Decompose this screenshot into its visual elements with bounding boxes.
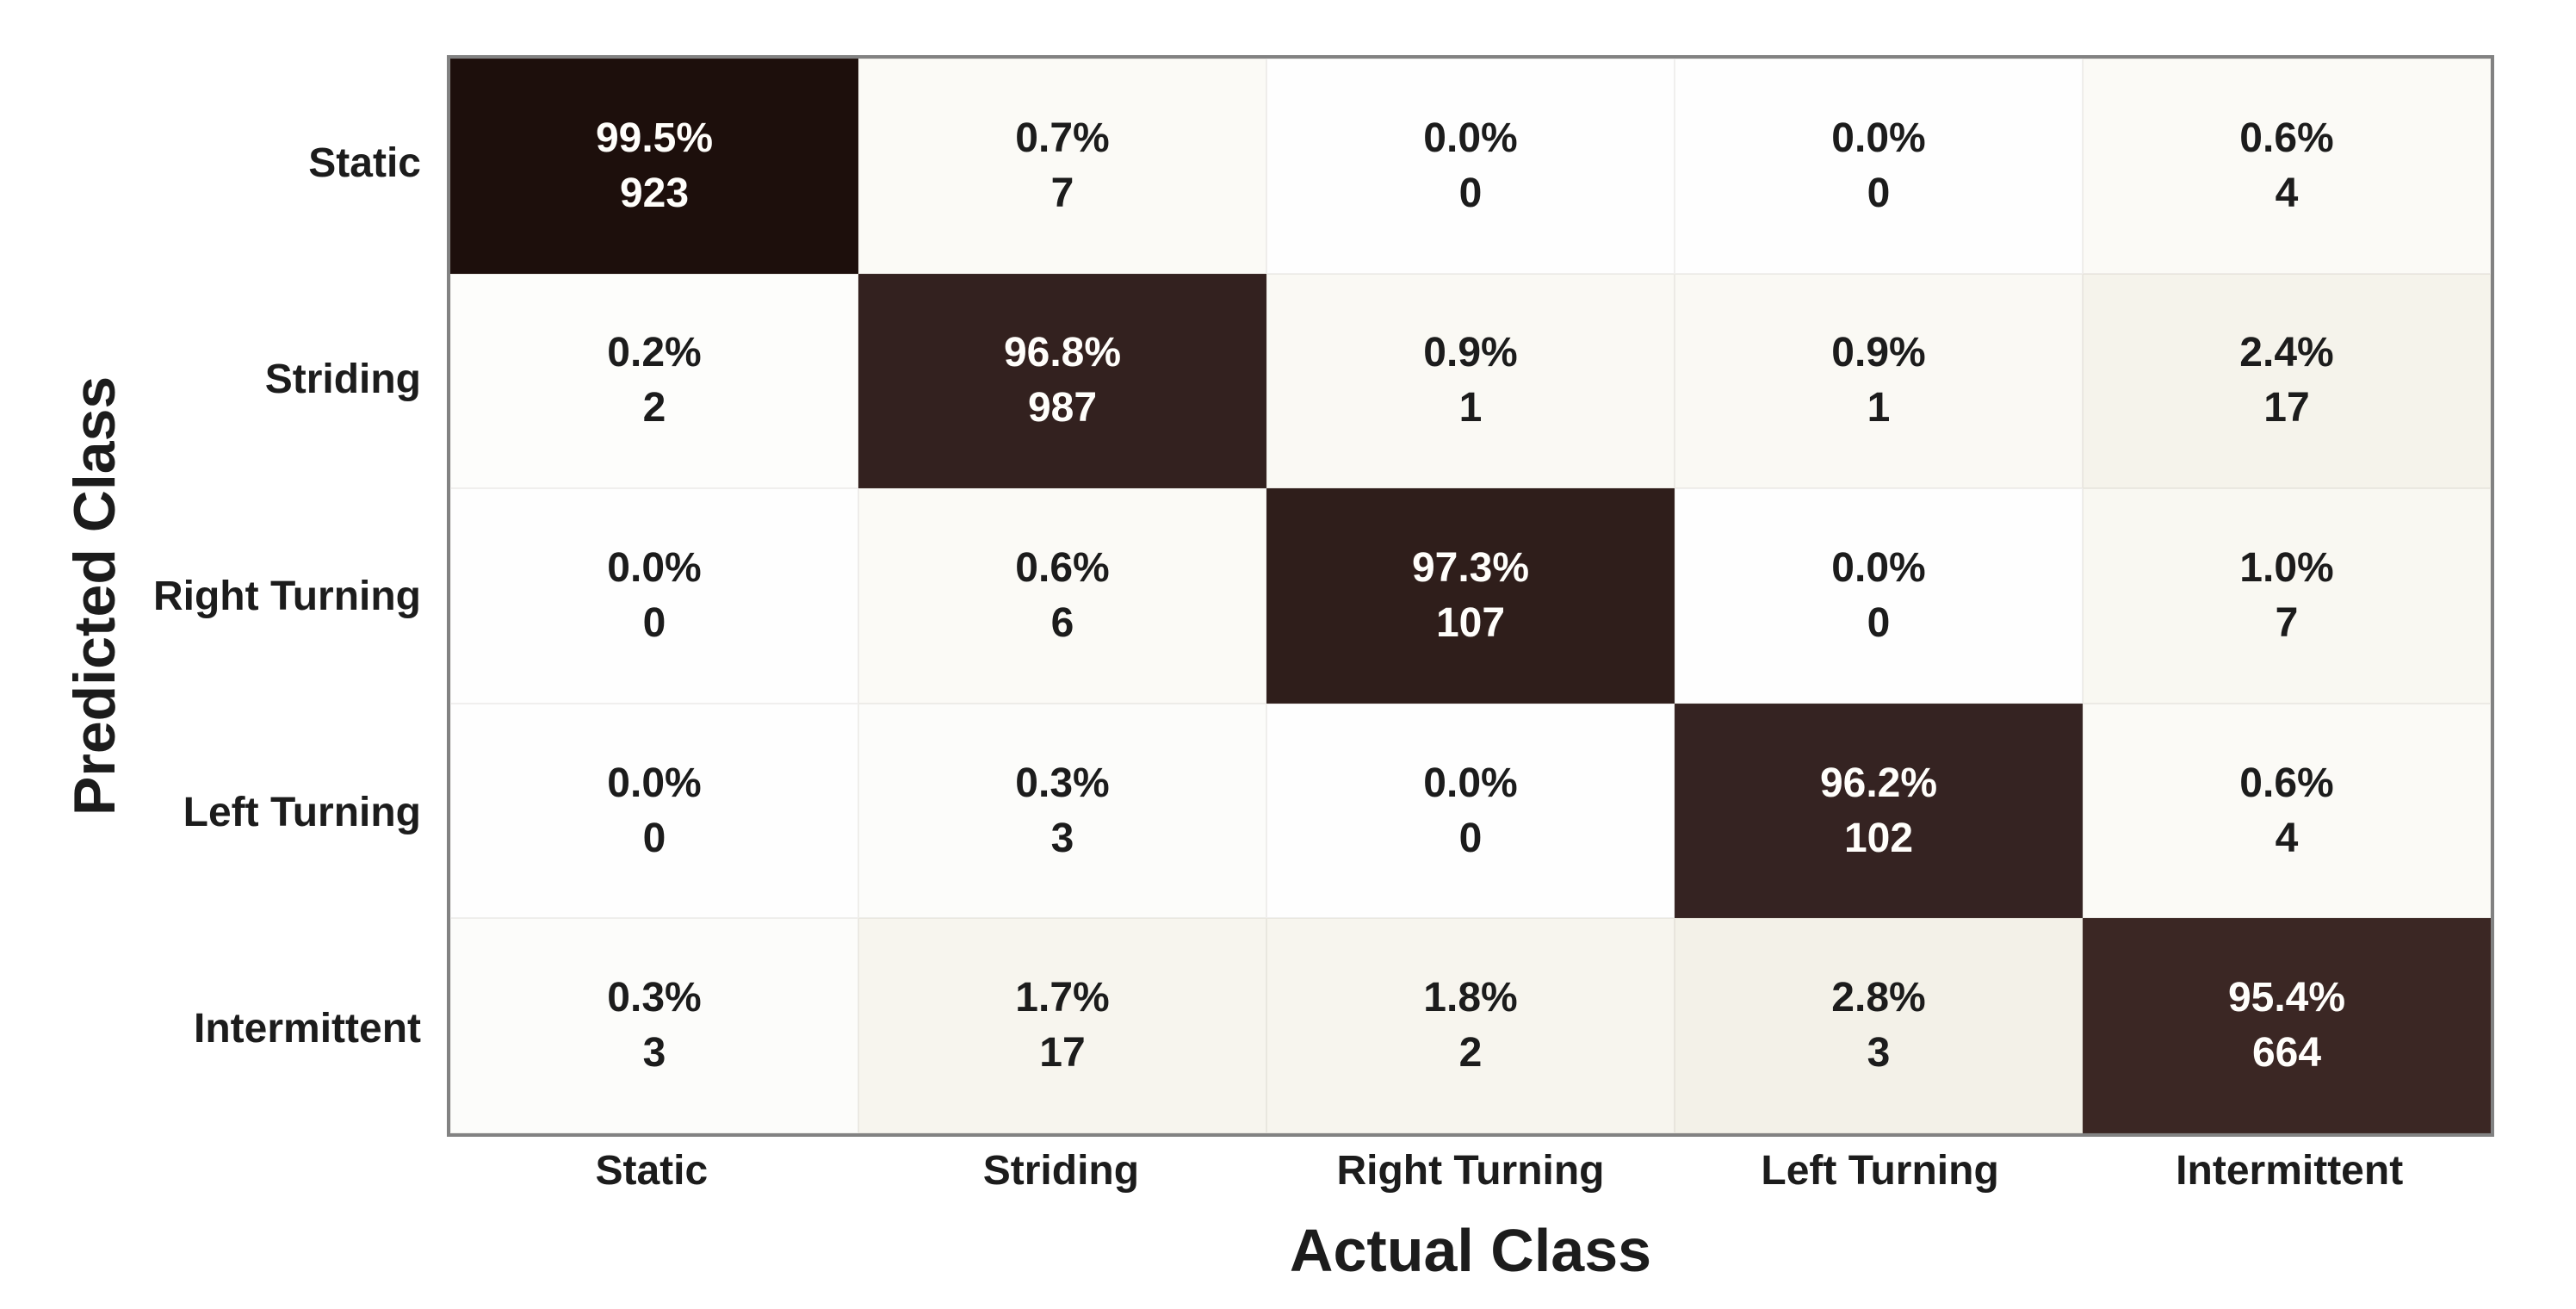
y-tick-label: Striding [264,357,421,403]
cell-count: 4 [2275,170,2299,216]
y-tick-label: Intermittent [194,1005,421,1052]
matrix-cell: 0.0% 0 [1266,59,1675,274]
matrix-cell: 1.8% 2 [1266,918,1675,1133]
matrix-cell: 97.3% 107 [1266,488,1675,704]
cell-percent: 0.6% [2239,760,2334,806]
cell-count: 1 [1458,385,1483,431]
x-tick-label: Intermittent [2176,1148,2404,1194]
cell-percent: 0.0% [1423,760,1518,806]
x-tick-label: Static [595,1148,709,1194]
matrix-cell: 0.6% 4 [2083,59,2491,274]
cell-count: 923 [619,170,690,216]
x-axis-title: Actual Class [1289,1217,1652,1284]
cell-count: 3 [1050,815,1074,861]
y-tick-label: Static [308,140,421,187]
cell-count: 0 [1458,815,1483,861]
cell-count: 6 [1050,599,1074,646]
y-tick-label: Right Turning [152,573,421,619]
cell-count: 0 [1458,170,1483,216]
cell-count: 2 [642,385,666,431]
matrix-cell: 0.3% 3 [858,703,1266,919]
cell-percent: 0.0% [1423,115,1518,161]
matrix-cell: 2.4% 17 [2083,273,2491,489]
matrix-cell: 96.2% 102 [1675,703,2083,919]
cell-percent: 0.3% [607,975,702,1021]
matrix-cell: 0.7% 7 [858,59,1266,274]
cell-count: 987 [1027,385,1098,431]
matrix-cell: 0.0% 0 [450,703,858,919]
cell-percent: 99.5% [595,115,714,161]
cell-percent: 0.7% [1015,115,1110,161]
matrix-cell: 1.7% 17 [858,918,1266,1133]
matrix-cell: 95.4% 664 [2083,918,2491,1133]
cell-count: 7 [1050,170,1074,216]
matrix-cell: 0.0% 0 [450,488,858,704]
cell-percent: 95.4% [2227,975,2346,1021]
cell-count: 0 [1867,599,1891,646]
matrix-cell: 0.6% 6 [858,488,1266,704]
matrix-cell: 0.6% 4 [2083,703,2491,919]
cell-percent: 96.2% [1819,760,1938,806]
cell-count: 1 [1867,385,1891,431]
x-tick-labels: Static Striding Right Turning Left Turning I… [447,1147,2494,1207]
cell-percent: 1.8% [1423,975,1518,1021]
matrix-cell: 2.8% 3 [1675,918,2083,1133]
cell-count: 102 [1843,815,1914,861]
cell-percent: 0.2% [607,330,702,376]
cell-percent: 96.8% [1003,330,1122,376]
matrix-cell: 96.8% 987 [858,273,1266,489]
cell-percent: 1.7% [1015,975,1110,1021]
cell-percent: 0.0% [607,544,702,591]
x-tick-label: Striding [982,1148,1140,1194]
matrix-cell: 0.9% 1 [1675,273,2083,489]
cell-count: 17 [2263,385,2310,431]
x-tick-label: Right Turning [1336,1148,1605,1194]
cell-percent: 0.6% [1015,544,1110,591]
cell-count: 2 [1458,1030,1483,1076]
cell-percent: 0.0% [607,760,702,806]
matrix-cell: 0.2% 2 [450,273,858,489]
matrix-cell: 1.0% 7 [2083,488,2491,704]
cell-percent: 97.3% [1411,544,1530,591]
cell-percent: 0.9% [1423,330,1518,376]
cell-percent: 0.0% [1831,544,1926,591]
cell-count: 0 [642,599,666,646]
cell-percent: 2.4% [2239,330,2334,376]
cell-percent: 0.6% [2239,115,2334,161]
cell-count: 107 [1435,599,1506,646]
matrix-cell: 0.0% 0 [1675,59,2083,274]
cell-percent: 0.0% [1831,115,1926,161]
cell-percent: 2.8% [1831,975,1926,1021]
matrix-cell: 0.9% 1 [1266,273,1675,489]
cell-percent: 1.0% [2239,544,2334,591]
y-tick-label: Left Turning [183,789,421,835]
cell-count: 4 [2275,815,2299,861]
matrix-cell: 0.0% 0 [1266,703,1675,919]
cell-count: 0 [642,815,666,861]
cell-count: 3 [642,1030,666,1076]
cell-count: 3 [1867,1030,1891,1076]
matrix-cell: 0.0% 0 [1675,488,2083,704]
x-tick-label: Left Turning [1761,1148,1999,1194]
matrix-cell: 0.3% 3 [450,918,858,1133]
y-tick-labels: Static Striding Right Turning Left Turning I… [0,55,433,1137]
matrix-cell: 99.5% 923 [450,59,858,274]
cell-count: 17 [1039,1030,1086,1076]
cell-percent: 0.3% [1015,760,1110,806]
cell-count: 664 [2251,1030,2322,1076]
matrix-grid: 99.5% 923 0.7% 7 0.0% 0 0.0% 0 0.6% 4 0.2% 2 96.8% 98… [447,55,2494,1137]
cell-count: 0 [1867,170,1891,216]
cell-count: 7 [2275,599,2299,646]
cell-percent: 0.9% [1831,330,1926,376]
